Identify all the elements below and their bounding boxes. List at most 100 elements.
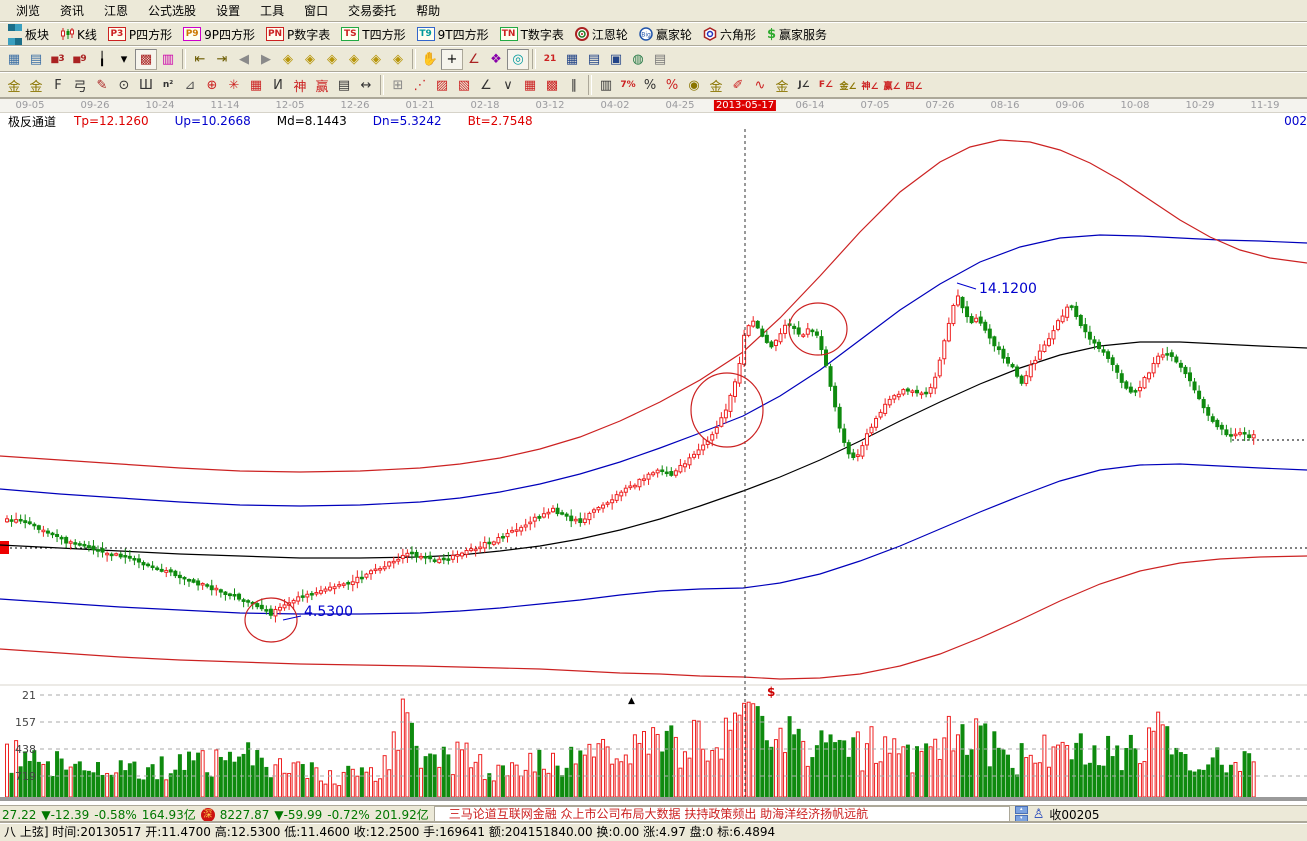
v-lines-icon[interactable]: ∨ — [503, 77, 513, 93]
brush-icon[interactable]: ✐ — [732, 77, 744, 93]
diamond-left-icon[interactable]: ◈ — [283, 51, 293, 67]
comb-ruler-icon[interactable]: Ш — [139, 77, 153, 93]
f-ruler-icon[interactable]: F — [54, 77, 62, 93]
menu-item-7[interactable]: 窗口 — [304, 4, 329, 18]
kline-button[interactable]: K线 — [56, 25, 104, 44]
grid-a-icon[interactable]: ▦ — [523, 77, 537, 93]
diamond-compress-icon[interactable]: ◈ — [349, 51, 359, 67]
pattern-tool-icon[interactable]: ▩ — [135, 48, 157, 70]
fan-box-icon[interactable]: ▨ — [435, 77, 449, 93]
sector-blocks-button[interactable]: 板块 — [4, 19, 56, 49]
candle-style-icon[interactable]: ╽ — [98, 51, 106, 67]
menu-item-1[interactable]: 浏览 — [16, 4, 41, 18]
chart-canvas[interactable]: 21 157 438 719 14.1200 4.5300 $ ▲ — [0, 129, 1307, 805]
ying-tool-icon[interactable]: 赢 — [315, 79, 329, 95]
chart-3-lines-icon[interactable]: ▅3 — [51, 54, 65, 64]
grid-b-icon[interactable]: ▩ — [545, 77, 559, 93]
ticker-up-button[interactable]: ▴ — [1014, 806, 1028, 814]
diamond-right-icon[interactable]: ◈ — [305, 51, 315, 67]
red-starburst-icon[interactable]: ✳ — [228, 77, 240, 93]
gann-wheel-button[interactable]: 江恩轮 — [571, 25, 635, 44]
ying-angle-icon[interactable]: 赢∠ — [883, 81, 901, 92]
column-chart-icon[interactable]: ▥ — [599, 77, 613, 93]
module-toolbar: 板块 K线 P3 P四方形 P9 9P四方形 PN P数字表 TS T四方形 T9 9T四方形 TN T数… — [0, 22, 1307, 46]
save-icon[interactable]: ▣ — [609, 51, 623, 67]
n-square-icon[interactable]: n² — [162, 80, 174, 90]
hand-drag-icon[interactable]: ✋ — [421, 51, 439, 67]
ticker-down-button[interactable]: ▾ — [1014, 815, 1028, 823]
date-tick: 12-26 — [340, 100, 370, 111]
prev-bar-icon[interactable]: ◀ — [239, 51, 249, 67]
print-icon[interactable]: ▤ — [653, 51, 667, 67]
last-bar-icon[interactable]: ⇥ — [216, 51, 228, 67]
time-circle-icon[interactable]: ⊙ — [118, 77, 130, 93]
gold-rule-2-icon[interactable]: 金 — [29, 79, 43, 95]
percent-icon[interactable]: % — [643, 77, 657, 93]
p-number-table-button[interactable]: PN P数字表 — [262, 25, 337, 44]
menu-item-6[interactable]: 工具 — [260, 4, 285, 18]
t-number-table-button[interactable]: TN T数字表 — [496, 25, 571, 44]
red-grid-box-icon[interactable]: ▦ — [249, 77, 263, 93]
span-measure-icon[interactable]: ↔ — [360, 77, 372, 93]
red-fan-icon[interactable]: ⋰ — [413, 77, 427, 93]
minute-grid-icon[interactable]: ▦ — [7, 51, 21, 67]
pencil-angle-icon[interactable]: ∠ — [480, 77, 492, 93]
shen-angle-icon[interactable]: 神∠ — [861, 81, 879, 92]
chart-9-lines-icon[interactable]: ▅9 — [73, 54, 87, 64]
first-bar-icon[interactable]: ⇤ — [194, 51, 206, 67]
spiral-icon[interactable]: 弓 — [73, 79, 87, 95]
hexagon-button[interactable]: 六角形 — [699, 25, 763, 44]
calculator-icon[interactable]: ▦ — [565, 51, 579, 67]
menu-item-9[interactable]: 帮助 — [416, 4, 441, 18]
j-angle-icon[interactable]: J∠ — [798, 80, 810, 90]
menu-item-5[interactable]: 设置 — [216, 4, 241, 18]
user-icon[interactable]: ♙ — [1032, 807, 1045, 822]
four-angle-icon[interactable]: 四∠ — [905, 81, 923, 92]
winner-service-button[interactable]: $ 赢家服务 — [763, 25, 834, 44]
candle-style-dropdown[interactable]: ▾ — [120, 51, 128, 67]
ruler-123-icon[interactable]: ▤ — [337, 77, 351, 93]
gold-rule-1-icon[interactable]: 金 — [7, 79, 21, 95]
report-icon[interactable]: ▤ — [587, 51, 601, 67]
menu-item-8[interactable]: 交易委托 — [348, 4, 397, 18]
red-target-icon[interactable]: ⊕ — [206, 77, 218, 93]
percent-line-icon[interactable]: % — [665, 77, 679, 93]
seven-pct-icon[interactable]: 7% — [620, 80, 636, 90]
calendar-21-icon[interactable]: 21 — [543, 54, 557, 64]
pen-tool-icon[interactable]: ✎ — [96, 77, 108, 93]
web-export-icon[interactable]: ◍ — [632, 51, 644, 67]
next-bar-icon[interactable]: ▶ — [261, 51, 271, 67]
diamond-shrink-icon[interactable]: ◈ — [371, 51, 381, 67]
color-histogram-icon[interactable]: ▥ — [161, 51, 175, 67]
t-square-button[interactable]: TS T四方形 — [337, 25, 412, 44]
red-wave-icon[interactable]: ∿ — [754, 77, 766, 93]
angle-measure-icon[interactable]: ∠ — [468, 51, 480, 67]
flag-triangle-icon[interactable]: ⊿ — [184, 77, 196, 93]
9p-square-button[interactable]: P9 9P四方形 — [179, 25, 262, 44]
menu-item-4[interactable]: 公式选股 — [148, 4, 197, 18]
gold-angle-icon[interactable]: 金∠ — [839, 81, 857, 92]
parallel-lines-icon[interactable]: ∥ — [570, 77, 578, 93]
menu-item-2[interactable]: 资讯 — [60, 4, 85, 18]
p-square-button[interactable]: P3 P四方形 — [104, 25, 179, 44]
diamond-expand-icon[interactable]: ◈ — [327, 51, 337, 67]
wave-k-icon[interactable]: И — [273, 77, 283, 93]
shen-tool-icon[interactable]: 神 — [293, 79, 307, 95]
9t-square-button-code-icon: T9 — [416, 27, 435, 41]
gold-underline-icon[interactable]: 金 — [775, 79, 789, 95]
gold-circle-icon[interactable]: ◉ — [688, 77, 700, 93]
gold-line-icon[interactable]: 金 — [709, 79, 723, 95]
chart-area[interactable]: 21 157 438 719 14.1200 4.5300 $ ▲ — [0, 129, 1307, 805]
brain-analysis-icon[interactable]: ◎ — [507, 48, 529, 70]
fan-square-icon[interactable]: ▧ — [457, 77, 471, 93]
winner-wheel-button[interactable]: Big 赢家轮 — [635, 25, 699, 44]
gann-magic-icon[interactable]: ❖ — [490, 51, 502, 67]
indicator-header: 极反通道 Tp=12.1260 Up=10.2668 Md=8.1443 Dn=5.3… — [0, 113, 1307, 129]
9t-square-button[interactable]: T9 9T四方形 — [413, 25, 496, 44]
menu-item-3[interactable]: 江恩 — [104, 4, 129, 18]
diamond-grid-icon[interactable]: ◈ — [393, 51, 403, 67]
crosshair-icon[interactable]: + — [441, 48, 463, 70]
f-angle-icon[interactable]: F∠ — [818, 80, 834, 90]
box-frame-icon[interactable]: ⊞ — [392, 77, 404, 93]
info-panel-icon[interactable]: ▤ — [29, 51, 43, 67]
